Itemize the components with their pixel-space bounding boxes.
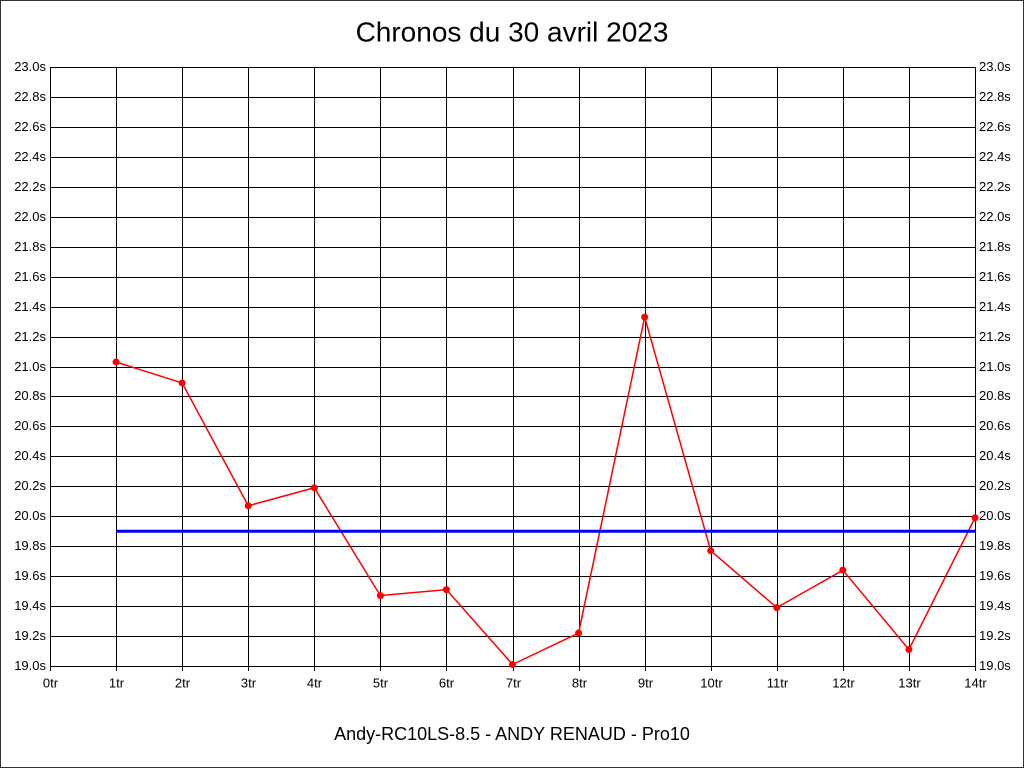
y-tick-label: 21.6s	[14, 269, 46, 284]
x-tick-label: 9tr	[638, 675, 654, 690]
y2-tick-label: 19.2s	[979, 628, 1011, 643]
y-tick-label: 19.4s	[14, 598, 46, 613]
x-tick-label: 5tr	[373, 675, 389, 690]
x-tick-label: 0tr	[43, 675, 59, 690]
y2-tick-label: 22.0s	[979, 209, 1011, 224]
y2-tick-label: 20.0s	[979, 508, 1011, 523]
point	[178, 379, 186, 387]
series-line	[115, 316, 976, 666]
chart-title: Chronos du 30 avril 2023	[356, 16, 669, 47]
y-tick-label: 20.6s	[14, 418, 46, 433]
y-tick-label: 22.8s	[14, 89, 46, 104]
y-tick-label: 22.6s	[14, 119, 46, 134]
y2-tick-label: 19.6s	[979, 568, 1011, 583]
y-tick-label: 21.8s	[14, 239, 46, 254]
y-tick-label: 19.6s	[14, 568, 46, 583]
point	[112, 358, 120, 366]
point	[376, 592, 384, 600]
y2-tick-label: 21.0s	[979, 359, 1011, 374]
x-tick-label: 13tr	[898, 675, 921, 690]
y2-tick-label: 21.8s	[979, 239, 1011, 254]
y-tick-label: 20.8s	[14, 388, 46, 403]
y2-tick-label: 21.2s	[979, 329, 1011, 344]
y-tick-label: 20.4s	[14, 448, 46, 463]
y2-tick-label: 19.8s	[979, 538, 1011, 553]
point	[442, 586, 450, 594]
y-tick-label: 21.4s	[14, 299, 46, 314]
y-tick-label: 21.2s	[14, 329, 46, 344]
y-tick-label: 19.8s	[14, 538, 46, 553]
y2-tick-label: 19.4s	[979, 598, 1011, 613]
point	[575, 629, 583, 637]
point	[707, 547, 715, 555]
y2-tick-label: 22.8s	[979, 89, 1011, 104]
x-tick-label: 10tr	[700, 675, 723, 690]
y2-tick-label: 20.2s	[979, 478, 1011, 493]
point	[244, 502, 252, 510]
point	[641, 313, 649, 321]
y-tick-label: 19.0s	[14, 658, 46, 673]
x-tick-label: 8tr	[572, 675, 588, 690]
point	[509, 661, 516, 669]
point	[971, 514, 979, 522]
y-tick-label: 23.0s	[14, 59, 46, 74]
point	[310, 484, 318, 492]
y2-tick-label: 22.6s	[979, 119, 1011, 134]
y-tick-label: 20.0s	[14, 508, 46, 523]
x-tick-label: 2tr	[175, 675, 191, 690]
point	[773, 604, 781, 612]
point	[905, 646, 913, 654]
y2-tick-label: 23.0s	[979, 59, 1011, 74]
x-tick-label: 3tr	[241, 675, 257, 690]
x-tick-label: 1tr	[109, 675, 125, 690]
y2-tick-label: 21.6s	[979, 269, 1011, 284]
x-tick-label: 12tr	[832, 675, 855, 690]
point	[839, 566, 847, 574]
y2-tick-label: 21.4s	[979, 299, 1011, 314]
y2-tick-label: 22.2s	[979, 179, 1011, 194]
x-tick-label: 4tr	[307, 675, 323, 690]
y-tick-label: 22.4s	[14, 149, 46, 164]
x-tick-label: 11tr	[767, 675, 789, 690]
x-tick-label: 6tr	[439, 675, 455, 690]
y-tick-label: 22.2s	[14, 179, 46, 194]
y2-tick-label: 20.8s	[979, 388, 1011, 403]
x-tick-label: 14tr	[964, 675, 987, 690]
x-axis-label: Andy-RC10LS-8.5 - ANDY RENAUD - Pro10	[334, 724, 690, 744]
x-tick-label: 7tr	[506, 675, 522, 690]
y-tick-label: 21.0s	[14, 359, 46, 374]
y2-tick-label: 19.0s	[979, 658, 1011, 673]
y2-tick-label: 20.4s	[979, 448, 1011, 463]
y-tick-label: 22.0s	[14, 209, 46, 224]
y-tick-label: 19.2s	[14, 628, 46, 643]
y2-tick-label: 22.4s	[979, 149, 1011, 164]
y-tick-label: 20.2s	[14, 478, 46, 493]
y2-tick-label: 20.6s	[979, 418, 1011, 433]
